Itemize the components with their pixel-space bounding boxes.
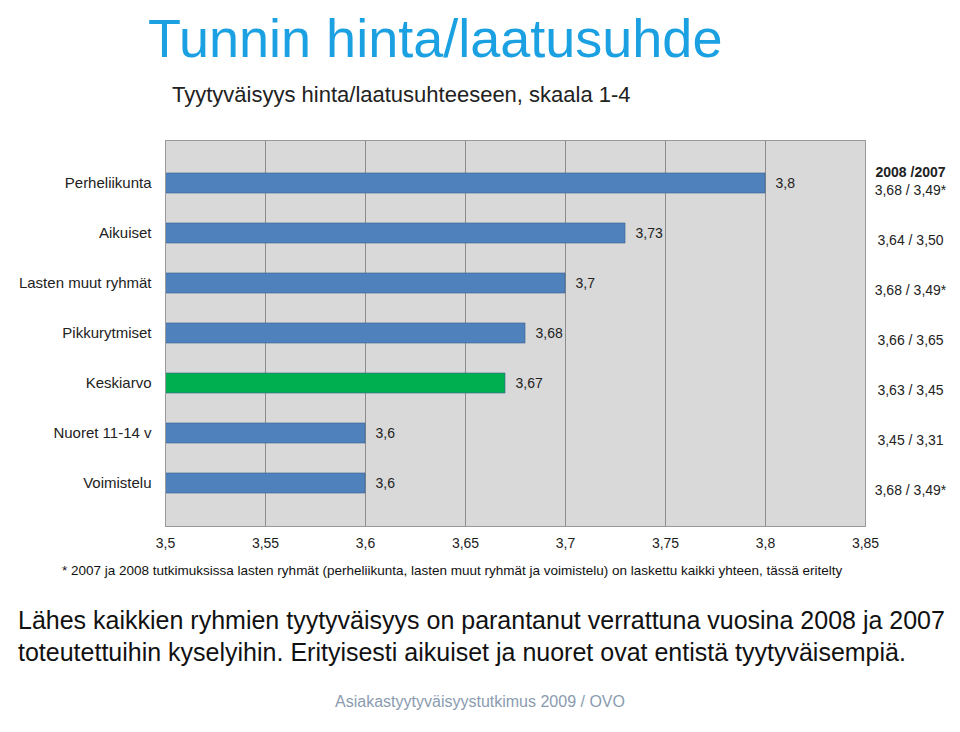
html-text:Tunnin hinta/laatusuhde: Tunnin hinta/laatusuhde [148,8,723,68]
svg-text:Pikkurytmiset: Pikkurytmiset [62,324,152,341]
svg-text:3,6: 3,6 [376,475,396,491]
svg-text:3,65: 3,65 [452,535,479,551]
svg-text:Lasten muut ryhmät: Lasten muut ryhmät [19,274,152,291]
svg-text:3,45 / 3,31: 3,45 / 3,31 [877,432,943,448]
svg-text:3,66 / 3,65: 3,66 / 3,65 [877,332,943,348]
svg-text:3,67: 3,67 [516,375,543,391]
svg-text:3,68 / 3,49*: 3,68 / 3,49* [875,182,947,198]
svg-text:3,85: 3,85 [852,535,879,551]
html-text:* 2007 ja 2008 tutkimuksissa l: * 2007 ja 2008 tutkimuksissa lasten ryhm… [62,563,843,578]
svg-text:3,68 / 3,49*: 3,68 / 3,49* [875,482,947,498]
svg-text:3,7: 3,7 [576,275,596,291]
html-text:toteutettuihin kyselyihin. Eri: toteutettuihin kyselyihin. Erityisesti a… [18,638,906,666]
svg-text:3,8: 3,8 [776,175,796,191]
svg-text:3,5: 3,5 [156,535,176,551]
svg-text:3,8: 3,8 [756,535,776,551]
svg-text:Perheliikunta: Perheliikunta [65,174,152,191]
svg-text:3,73: 3,73 [636,225,663,241]
svg-text:Voimistelu: Voimistelu [83,474,151,491]
svg-text:2008 /2007: 2008 /2007 [875,164,945,180]
html-text:Asiakastyytyväisyystutkimus 20: Asiakastyytyväisyystutkimus 2009 / OVO [335,693,625,710]
svg-text:3,7: 3,7 [556,535,576,551]
svg-text:3,63 / 3,45: 3,63 / 3,45 [877,382,943,398]
svg-text:3,6: 3,6 [356,535,376,551]
svg-text:Nuoret 11-14 v: Nuoret 11-14 v [53,424,152,441]
svg-text:3,75: 3,75 [652,535,679,551]
svg-text:3,64 / 3,50: 3,64 / 3,50 [877,232,943,248]
html-text:Tyytyväisyys hinta/laatusuhtee: Tyytyväisyys hinta/laatusuhteeseen, skaa… [172,82,631,107]
svg-text:Keskiarvo: Keskiarvo [86,374,152,391]
svg-text:3,55: 3,55 [252,535,279,551]
svg-text:Aikuiset: Aikuiset [99,224,152,241]
html-text:Lähes kaikkien ryhmien tyytyvä: Lähes kaikkien ryhmien tyytyväisyys on p… [18,606,945,634]
svg-text:3,6: 3,6 [376,425,396,441]
svg-text:3,68: 3,68 [536,325,563,341]
svg-text:3,68 / 3,49*: 3,68 / 3,49* [875,282,947,298]
